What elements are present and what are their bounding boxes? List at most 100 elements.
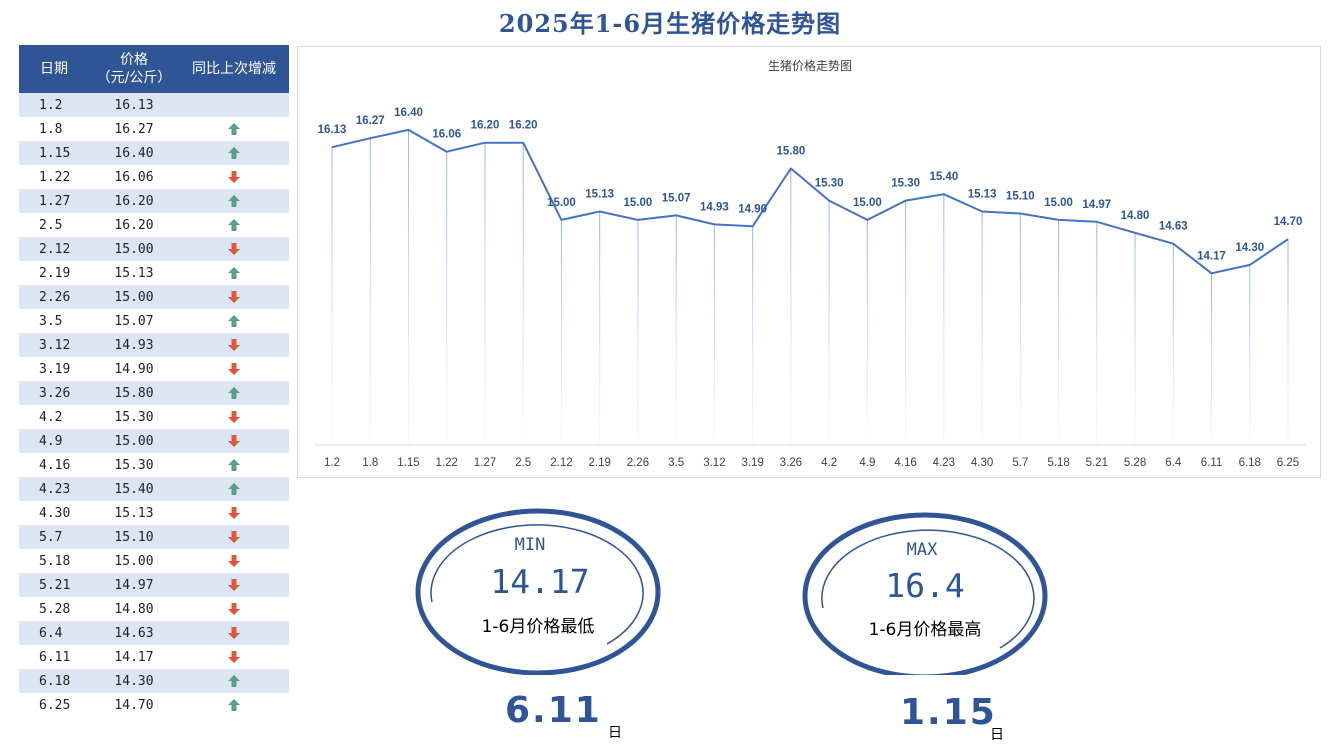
cell-change: [179, 213, 289, 237]
cell-date: 6.11: [19, 645, 89, 669]
drop-line: [866, 219, 868, 445]
x-tick-label: 2.19: [588, 457, 610, 469]
x-tick-label: 4.2: [821, 457, 837, 469]
max-value: 16.4: [885, 566, 965, 605]
drop-line: [1058, 219, 1060, 445]
drop-line: [599, 211, 601, 445]
cell-change: [179, 429, 289, 453]
x-tick-label: 6.4: [1165, 457, 1182, 469]
cell-price: 14.97: [89, 573, 179, 597]
data-label: 15.00: [853, 197, 882, 209]
drop-line: [828, 200, 830, 445]
table-row: 5.7 15.10: [19, 525, 289, 549]
cell-date: 1.15: [19, 141, 89, 165]
cell-date: 4.16: [19, 453, 89, 477]
cell-change: [179, 93, 289, 117]
data-label: 15.40: [929, 171, 958, 183]
table-row: 2.12 15.00: [19, 237, 289, 261]
arrow-down-icon: [228, 603, 240, 615]
data-label: 16.20: [509, 120, 538, 132]
data-label: 14.93: [700, 201, 729, 213]
cell-price: 16.20: [89, 213, 179, 237]
x-tick-label: 4.9: [859, 457, 875, 469]
table-row: 6.11 14.17: [19, 645, 289, 669]
cell-date: 5.28: [19, 597, 89, 621]
arrow-up-icon: [228, 195, 240, 207]
cell-change: [179, 621, 289, 645]
drop-line: [369, 138, 371, 446]
cell-price: 15.80: [89, 381, 179, 405]
data-label: 15.07: [662, 192, 691, 204]
data-label: 16.40: [394, 107, 423, 119]
cell-price: 15.13: [89, 501, 179, 525]
cell-change: [179, 261, 289, 285]
arrow-down-icon: [228, 555, 240, 567]
x-tick-label: 6.18: [1239, 457, 1261, 469]
drop-line: [560, 219, 562, 445]
x-tick-label: 1.27: [474, 457, 496, 469]
data-label: 15.13: [968, 189, 997, 201]
cell-change: [179, 645, 289, 669]
header-date: 日期: [19, 45, 89, 93]
max-label: MAX: [906, 540, 938, 560]
cell-change: [179, 117, 289, 141]
x-tick-label: 1.2: [324, 457, 340, 469]
table-row: 3.5 15.07: [19, 309, 289, 333]
cell-date: 2.19: [19, 261, 89, 285]
max-date-unit: 日: [990, 727, 1004, 743]
cell-price: 15.30: [89, 453, 179, 477]
data-label: 15.00: [547, 197, 576, 209]
data-label: 14.30: [1235, 242, 1264, 254]
arrow-up-icon: [228, 147, 240, 159]
drop-line: [943, 194, 945, 445]
cell-price: 15.00: [89, 429, 179, 453]
x-tick-label: 4.30: [971, 457, 993, 469]
cell-price: 16.27: [89, 117, 179, 141]
min-label: MIN: [514, 535, 546, 555]
min-desc: 1-6月价格最低: [481, 617, 595, 637]
table-row: 4.16 15.30: [19, 453, 289, 477]
cell-date: 2.26: [19, 285, 89, 309]
min-ring: [415, 508, 661, 675]
arrow-down-icon: [228, 531, 240, 543]
drop-line: [407, 129, 409, 446]
data-label: 16.27: [356, 115, 385, 127]
arrow-down-icon: [228, 435, 240, 447]
drop-line: [1019, 213, 1021, 445]
header-change: 同比上次增减: [179, 45, 289, 93]
data-label: 14.70: [1274, 216, 1303, 228]
max-desc: 1-6月价格最高: [868, 620, 982, 640]
table-row: 3.19 14.90: [19, 357, 289, 381]
cell-change: [179, 237, 289, 261]
table-row: 6.25 14.70: [19, 693, 289, 717]
arrow-up-icon: [228, 675, 240, 687]
price-table: 日期 价格 （元/公斤） 同比上次增减 1.2 16.13 1.8 16.27 1.15…: [19, 45, 289, 717]
drop-line: [1134, 232, 1136, 445]
cell-price: 14.70: [89, 693, 179, 717]
cell-price: 16.06: [89, 165, 179, 189]
cell-date: 4.23: [19, 477, 89, 501]
cell-change: [179, 549, 289, 573]
data-label: 15.80: [776, 145, 805, 157]
x-tick-label: 4.23: [933, 457, 955, 469]
drop-line: [1249, 264, 1251, 445]
table-row: 2.5 16.20: [19, 213, 289, 237]
min-date: 6.11: [505, 690, 602, 731]
cell-change: [179, 309, 289, 333]
arrow-down-icon: [228, 171, 240, 183]
min-value: 14.17: [490, 562, 590, 601]
data-label: 16.20: [471, 120, 500, 132]
table-row: 1.27 16.20: [19, 189, 289, 213]
x-tick-label: 6.11: [1201, 457, 1223, 469]
max-stat: MAX 16.4 1-6月价格最高 1.15 日: [795, 500, 1055, 745]
cell-price: 14.17: [89, 645, 179, 669]
data-label: 14.63: [1159, 221, 1188, 233]
x-tick-label: 5.18: [1047, 457, 1069, 469]
x-tick-label: 3.5: [668, 457, 684, 469]
cell-date: 3.26: [19, 381, 89, 405]
cell-price: 14.30: [89, 669, 179, 693]
cell-price: 14.80: [89, 597, 179, 621]
cell-date: 6.4: [19, 621, 89, 645]
arrow-down-icon: [228, 507, 240, 519]
x-tick-label: 6.25: [1277, 457, 1299, 469]
